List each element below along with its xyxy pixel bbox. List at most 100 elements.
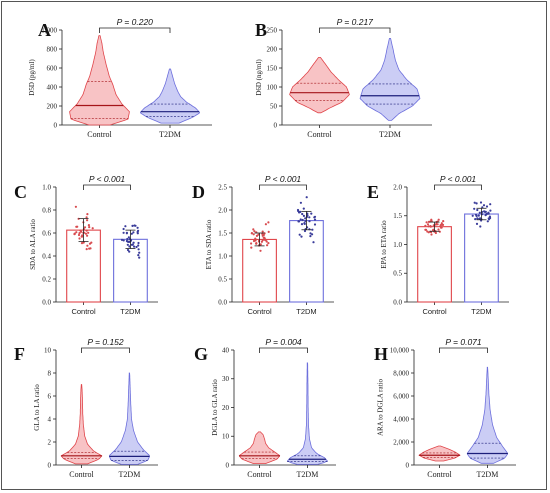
bar-t2dm bbox=[113, 238, 148, 303]
data-point bbox=[127, 236, 130, 239]
data-point bbox=[88, 247, 91, 250]
data-point bbox=[252, 233, 255, 236]
data-point bbox=[259, 249, 262, 252]
data-point bbox=[132, 241, 135, 244]
panel-H: H 0 2,000 4,000 6,000 8,000 10,000 ARA to DGLA … bbox=[374, 337, 516, 479]
data-point bbox=[440, 222, 443, 225]
y-tick-label: 1.0 bbox=[218, 252, 227, 260]
panel-letter: B bbox=[255, 20, 267, 40]
y-tick-label: 1.0 bbox=[42, 183, 51, 191]
panel-letter: H bbox=[374, 344, 388, 364]
y-tick-label: 1.5 bbox=[218, 229, 227, 237]
data-point bbox=[424, 224, 427, 227]
data-point bbox=[86, 244, 89, 247]
data-point bbox=[267, 242, 270, 245]
y-tick-label: 100 bbox=[267, 83, 278, 91]
y-tick-label: 2.0 bbox=[218, 206, 227, 214]
data-point bbox=[479, 201, 483, 204]
data-point bbox=[301, 212, 304, 216]
data-point bbox=[299, 210, 302, 213]
x-category-label: Control bbox=[427, 470, 452, 479]
y-tick-label: 40 bbox=[222, 346, 230, 354]
panel-B: B 0 50 100 150 200 250 D6D (ng/ml) Control T2DM P … bbox=[255, 17, 432, 139]
data-point bbox=[261, 234, 264, 237]
data-point bbox=[85, 248, 88, 251]
y-tick-label: 0.4 bbox=[42, 252, 51, 260]
bar-control bbox=[417, 226, 452, 303]
data-point bbox=[479, 225, 482, 228]
significance-bracket bbox=[319, 27, 391, 33]
y-tick-label: 600 bbox=[47, 64, 58, 72]
data-point bbox=[138, 256, 141, 259]
data-point bbox=[476, 208, 479, 212]
y-tick-label: 0 bbox=[48, 461, 52, 469]
p-value-label: P < 0.001 bbox=[265, 174, 302, 184]
panel-letter: A bbox=[38, 20, 51, 40]
x-category-label: Control bbox=[71, 307, 96, 316]
data-point bbox=[313, 218, 317, 221]
significance-bracket bbox=[259, 347, 308, 353]
data-point bbox=[261, 230, 264, 233]
bar-t2dm bbox=[464, 213, 499, 303]
data-point bbox=[310, 212, 313, 215]
y-axis-label: ARA to DGLA ratio bbox=[376, 379, 384, 436]
panel-letter: E bbox=[367, 182, 379, 202]
y-tick-label: 0 bbox=[406, 461, 410, 469]
y-tick-label: 2.0 bbox=[393, 183, 402, 191]
data-point bbox=[429, 225, 432, 228]
data-point bbox=[120, 238, 124, 241]
p-value-label: P < 0.001 bbox=[89, 174, 126, 184]
violin-control bbox=[69, 35, 130, 126]
data-point bbox=[76, 225, 79, 228]
y-tick-label: 2 bbox=[48, 438, 52, 446]
x-category-label: T2DM bbox=[119, 470, 141, 479]
y-tick-label: 400 bbox=[47, 83, 58, 91]
significance-bracket bbox=[439, 347, 488, 353]
data-point bbox=[436, 223, 439, 226]
panel-C: C 0.0 0.2 0.4 0.6 0.8 1.0 SDA to ALA ratio Contr… bbox=[14, 174, 158, 316]
data-point bbox=[302, 214, 305, 217]
p-value-label: P = 0.220 bbox=[117, 17, 154, 27]
data-point bbox=[486, 220, 489, 223]
y-axis-label: SDA to ALA ratio bbox=[29, 219, 37, 270]
data-point bbox=[473, 201, 476, 204]
data-point bbox=[88, 226, 91, 229]
data-point bbox=[73, 233, 76, 236]
violin-t2dm bbox=[109, 372, 150, 465]
data-point bbox=[136, 232, 139, 235]
x-category-label: Control bbox=[247, 470, 272, 479]
data-point bbox=[137, 244, 140, 247]
data-point bbox=[471, 214, 474, 217]
data-point bbox=[439, 225, 442, 228]
data-point bbox=[475, 214, 478, 218]
data-point bbox=[473, 207, 476, 210]
data-point bbox=[250, 232, 253, 235]
y-axis-label: DGLA to GLA ratio bbox=[211, 379, 219, 436]
data-point bbox=[489, 203, 492, 206]
data-point bbox=[130, 232, 133, 235]
data-point bbox=[487, 217, 490, 220]
data-point bbox=[126, 237, 129, 241]
data-point bbox=[255, 234, 258, 237]
data-point bbox=[308, 220, 311, 223]
data-point bbox=[88, 242, 92, 245]
data-point bbox=[87, 231, 90, 234]
data-point bbox=[434, 231, 437, 235]
data-point bbox=[300, 223, 304, 226]
data-point bbox=[85, 216, 88, 219]
y-tick-label: 10,000 bbox=[390, 346, 410, 354]
data-point bbox=[303, 229, 307, 233]
data-point bbox=[131, 224, 134, 227]
data-point bbox=[83, 226, 87, 229]
data-point bbox=[427, 220, 430, 223]
data-point bbox=[299, 201, 302, 204]
data-point bbox=[308, 216, 311, 219]
data-point bbox=[309, 235, 312, 238]
data-point bbox=[300, 235, 303, 238]
y-tick-label: 4,000 bbox=[393, 415, 409, 423]
data-point bbox=[311, 233, 314, 236]
data-point bbox=[309, 232, 312, 235]
y-tick-label: 800 bbox=[47, 45, 58, 53]
x-category-label: T2DM bbox=[471, 307, 491, 316]
